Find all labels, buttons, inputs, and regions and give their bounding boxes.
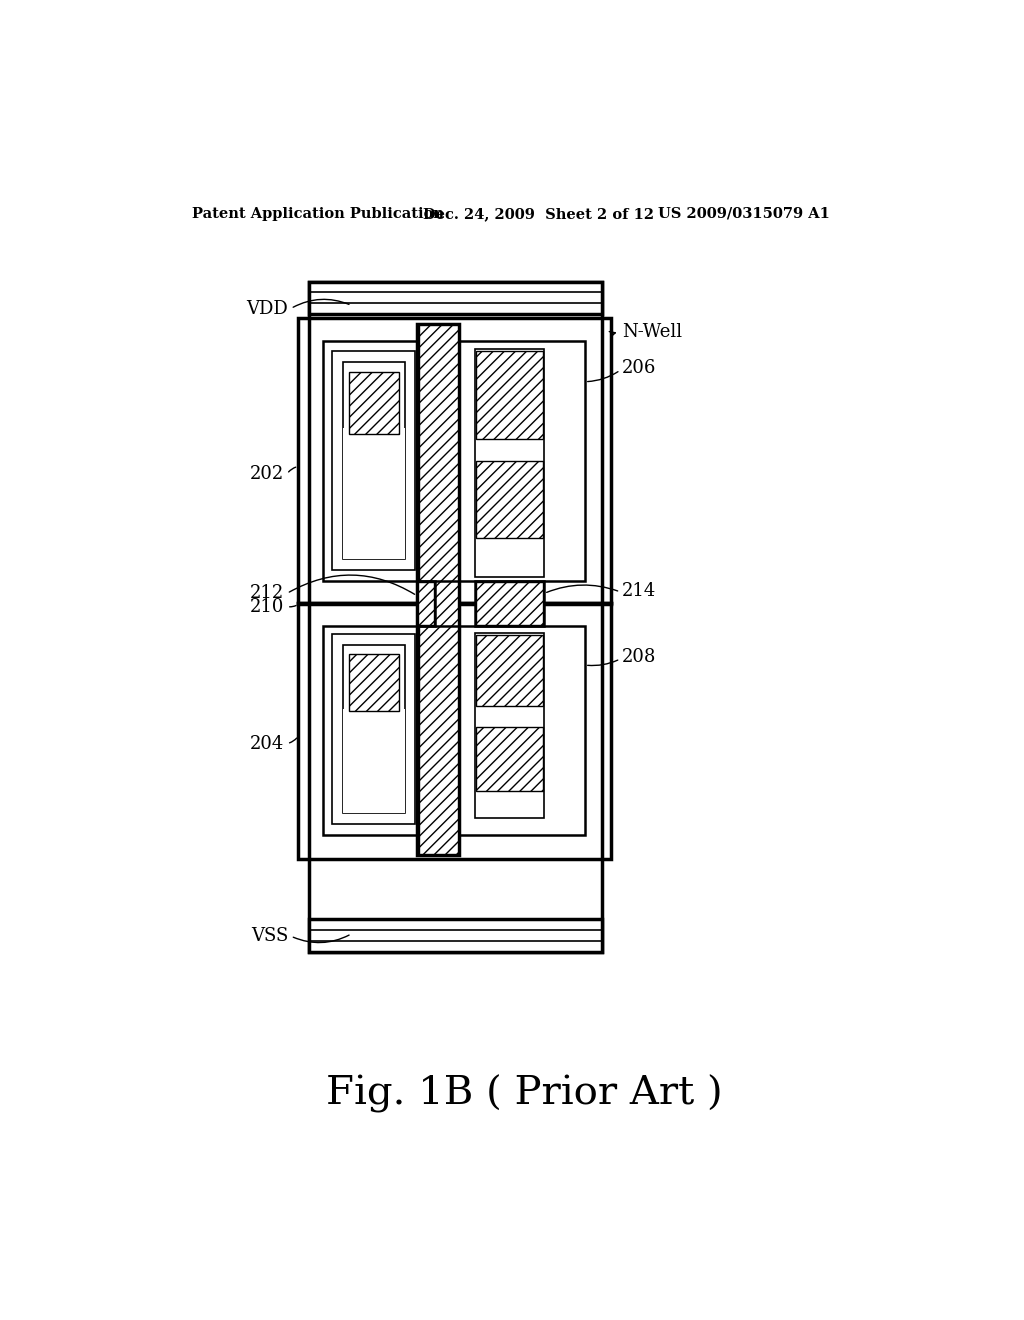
Bar [309, 281, 602, 314]
Text: Dec. 24, 2009  Sheet 2 of 12: Dec. 24, 2009 Sheet 2 of 12 [423, 207, 654, 220]
Bar [419, 326, 458, 854]
Bar [475, 582, 544, 626]
Bar [333, 635, 416, 825]
Bar [418, 582, 434, 626]
Bar [298, 318, 611, 605]
Bar [309, 919, 602, 952]
Text: 202: 202 [250, 465, 285, 483]
Bar [343, 428, 404, 558]
Bar [417, 323, 460, 855]
Bar [298, 603, 611, 859]
Bar [333, 351, 416, 570]
Bar [476, 793, 543, 816]
Bar [343, 645, 404, 813]
Bar [349, 653, 398, 711]
Text: VDD: VDD [247, 300, 289, 318]
Bar [323, 626, 585, 836]
Bar [476, 635, 543, 706]
Bar [309, 281, 602, 952]
Bar [476, 540, 543, 574]
Text: 212: 212 [250, 583, 285, 602]
Text: 204: 204 [250, 735, 285, 752]
Bar [475, 350, 544, 577]
Bar [343, 363, 404, 558]
Text: 210: 210 [250, 598, 285, 615]
Text: N-Well: N-Well [622, 322, 682, 341]
Bar [475, 581, 544, 626]
Text: VSS: VSS [251, 927, 289, 945]
Bar [476, 461, 543, 539]
Bar [476, 442, 543, 459]
Text: Fig. 1B ( Prior Art ): Fig. 1B ( Prior Art ) [327, 1074, 723, 1113]
Text: US 2009/0315079 A1: US 2009/0315079 A1 [658, 207, 829, 220]
Text: 214: 214 [622, 582, 656, 601]
Bar [343, 709, 404, 813]
Text: Patent Application Publication: Patent Application Publication [193, 207, 444, 220]
Text: 206: 206 [622, 359, 656, 376]
Bar [476, 708, 543, 725]
Bar [417, 581, 435, 626]
Bar [476, 727, 543, 791]
Bar [476, 351, 543, 440]
Bar [475, 634, 544, 818]
Bar [323, 341, 585, 581]
Bar [349, 372, 398, 434]
Text: 208: 208 [622, 648, 656, 667]
